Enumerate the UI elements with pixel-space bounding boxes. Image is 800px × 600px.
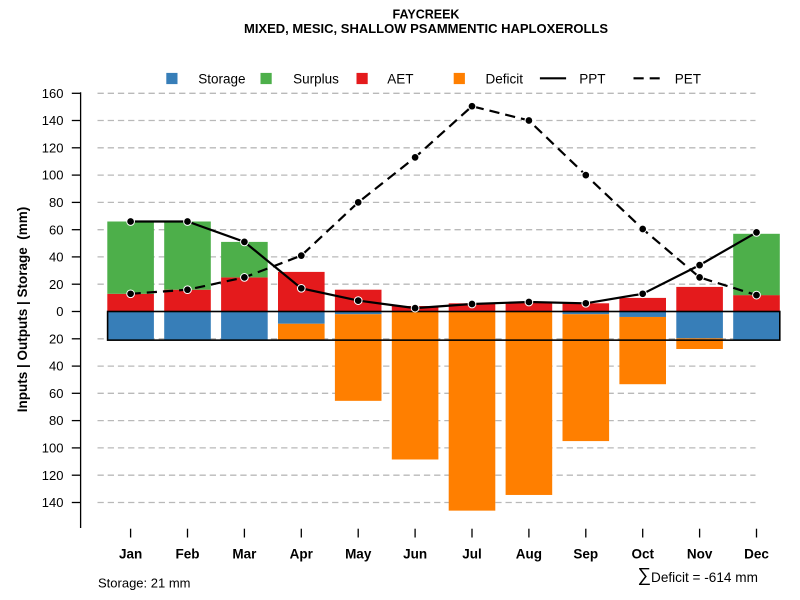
svg-text:Deficit: Deficit (486, 71, 524, 86)
svg-text:Feb: Feb (175, 547, 199, 562)
svg-text:20: 20 (49, 331, 63, 346)
svg-text:May: May (345, 547, 372, 562)
svg-text:Apr: Apr (290, 547, 314, 562)
svg-text:FAYCREEK: FAYCREEK (393, 8, 460, 22)
svg-text:Sep: Sep (573, 547, 598, 562)
svg-text:Deficit = -614 mm: Deficit = -614 mm (651, 570, 758, 585)
svg-text:Aug: Aug (516, 547, 542, 562)
svg-text:40: 40 (49, 250, 63, 265)
svg-text:MIXED, MESIC, SHALLOW PSAMMENT: MIXED, MESIC, SHALLOW PSAMMENTIC HAPLOXE… (244, 21, 608, 36)
svg-text:100: 100 (42, 441, 64, 456)
svg-text:Dec: Dec (744, 547, 769, 562)
svg-text:Oct: Oct (631, 547, 654, 562)
svg-text:0: 0 (56, 304, 63, 319)
svg-text:60: 60 (49, 222, 63, 237)
svg-text:Inputs | Outputs | Storage (m: Inputs | Outputs | Storage (mm) (15, 207, 30, 413)
svg-text:80: 80 (49, 413, 63, 428)
svg-text:40: 40 (49, 359, 63, 374)
svg-text:140: 140 (42, 113, 64, 128)
svg-text:AET: AET (387, 71, 413, 86)
svg-text:60: 60 (49, 386, 63, 401)
svg-text:100: 100 (42, 168, 64, 183)
svg-text:PET: PET (675, 71, 701, 86)
svg-text:Storage: 21 mm: Storage: 21 mm (98, 576, 191, 591)
svg-text:Jul: Jul (462, 547, 482, 562)
svg-text:Jan: Jan (119, 547, 142, 562)
svg-text:Jun: Jun (403, 547, 427, 562)
svg-text:140: 140 (42, 495, 64, 510)
svg-text:160: 160 (42, 86, 64, 101)
svg-text:Surplus: Surplus (293, 71, 339, 86)
svg-text:PPT: PPT (579, 71, 605, 86)
svg-text:∑: ∑ (638, 565, 652, 586)
svg-text:120: 120 (42, 140, 64, 155)
svg-text:Mar: Mar (232, 547, 257, 562)
svg-text:Storage: Storage (198, 71, 245, 86)
svg-text:20: 20 (49, 277, 63, 292)
svg-text:80: 80 (49, 195, 63, 210)
svg-text:120: 120 (42, 468, 64, 483)
svg-text:Nov: Nov (687, 547, 713, 562)
